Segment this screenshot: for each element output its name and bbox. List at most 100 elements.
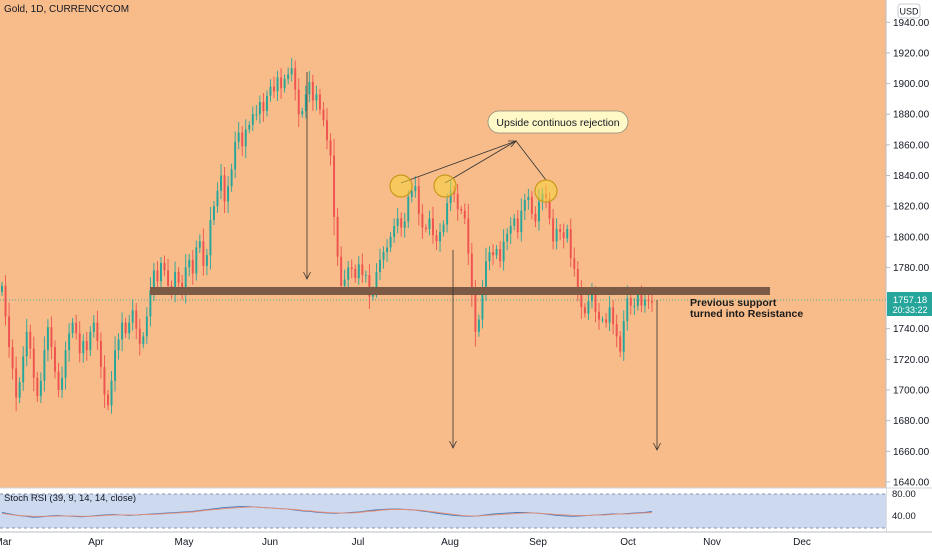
- candle-body: [46, 327, 49, 351]
- price-tick-label: 1820.00: [893, 202, 930, 213]
- candle-body: [124, 322, 127, 334]
- callout-text: Upside continuos rejection: [496, 117, 619, 129]
- candle-body: [442, 224, 445, 233]
- candle-body: [248, 124, 251, 130]
- candle-body: [184, 267, 187, 294]
- candle-body: [361, 264, 364, 276]
- candle-body: [375, 272, 378, 291]
- candle-body: [559, 229, 562, 233]
- candle-body: [587, 301, 590, 314]
- price-tick-label: 1680.00: [893, 416, 930, 427]
- stoch-rsi-label: Stoch RSI (39, 9, 14, 14, close): [4, 493, 136, 504]
- candle-body: [509, 226, 512, 234]
- time-axis-label: Jul: [352, 537, 365, 548]
- price-tick-label: 1880.00: [893, 110, 930, 121]
- last-price-badge[interactable]: 1757.18 20:33:22: [887, 292, 932, 316]
- candle-body: [569, 229, 572, 259]
- candle-body: [492, 252, 495, 256]
- candle-body: [651, 301, 653, 303]
- candle-body: [368, 275, 371, 297]
- candle-body: [304, 94, 307, 112]
- candle-body: [57, 371, 60, 390]
- candle-body: [315, 94, 318, 101]
- callout-bubble[interactable]: Upside continuos rejection: [487, 110, 629, 134]
- candle-body: [294, 68, 297, 90]
- candle-body: [329, 140, 332, 156]
- candle-body: [460, 209, 463, 211]
- symbol-label: Gold, 1D, CURRENCYCOM: [4, 4, 129, 15]
- candle-body: [50, 327, 53, 348]
- candle-body: [484, 261, 487, 291]
- candle-body: [25, 331, 28, 357]
- candle-body: [640, 293, 643, 306]
- candle-body: [149, 290, 152, 317]
- candle-body: [110, 380, 113, 406]
- candle-body: [396, 218, 399, 227]
- candle-body: [467, 218, 470, 254]
- candle-body: [428, 218, 431, 230]
- candle-body: [64, 350, 67, 378]
- candle-body: [54, 347, 56, 372]
- candle-body: [608, 307, 611, 323]
- resistance-zone[interactable]: [150, 287, 770, 295]
- candle-body: [566, 229, 569, 239]
- candle-body: [301, 111, 304, 115]
- candle-body: [573, 258, 576, 269]
- candle-body: [11, 347, 14, 369]
- time-axis-label: Jun: [262, 537, 278, 548]
- candle-body: [22, 356, 25, 383]
- candle-body: [633, 305, 636, 307]
- price-tick-label: 1720.00: [893, 355, 930, 366]
- candle-body: [552, 218, 555, 242]
- candle-body: [548, 198, 551, 219]
- candle-body: [343, 279, 346, 286]
- candle-body: [262, 101, 265, 112]
- candle-body: [513, 218, 516, 227]
- candle-body: [75, 322, 78, 334]
- price-tick-label: 1700.00: [893, 386, 930, 397]
- rejection-line-2: [444, 140, 517, 184]
- candle-body: [424, 227, 427, 230]
- candle-body: [619, 336, 622, 352]
- time-axis-label: Dec: [793, 537, 811, 548]
- candle-body: [195, 247, 198, 274]
- candle-body: [1, 285, 3, 292]
- candle-body: [326, 120, 328, 141]
- time-axis-label: Apr: [88, 537, 104, 548]
- candle-body: [612, 307, 615, 325]
- candle-body: [107, 394, 109, 406]
- candle-body: [318, 94, 321, 110]
- candle-body: [393, 226, 396, 237]
- rejection-line-3: [515, 140, 547, 181]
- candle-body: [61, 377, 64, 390]
- candle-body: [36, 377, 39, 397]
- candle-body: [347, 267, 350, 280]
- currency-text: USD: [899, 7, 919, 17]
- candle-body: [220, 175, 222, 191]
- candle-body: [386, 247, 389, 253]
- candle-body: [605, 319, 608, 323]
- candle-body: [439, 232, 442, 242]
- currency-badge[interactable]: USD: [897, 3, 921, 19]
- candle-body: [555, 229, 558, 242]
- candle-body: [562, 232, 565, 239]
- candle-body: [39, 380, 42, 397]
- candle-body: [446, 203, 449, 225]
- candle-body: [237, 132, 240, 142]
- last-price-value: 1757.18: [893, 295, 927, 306]
- price-tick-label: 1940.00: [893, 18, 930, 29]
- candle-body: [417, 186, 420, 214]
- candle-body: [287, 74, 290, 79]
- time-axis-label: Mar: [0, 537, 12, 548]
- candle-body: [333, 155, 336, 217]
- candle-body: [163, 262, 166, 271]
- candle-body: [308, 82, 311, 95]
- rejection-line-1: [400, 140, 517, 184]
- candle-body: [311, 82, 314, 101]
- price-tick-label: 1920.00: [893, 48, 930, 59]
- candle-body: [255, 114, 258, 116]
- candle-body: [357, 264, 360, 279]
- candle-body: [488, 252, 491, 262]
- candle-body: [128, 322, 131, 334]
